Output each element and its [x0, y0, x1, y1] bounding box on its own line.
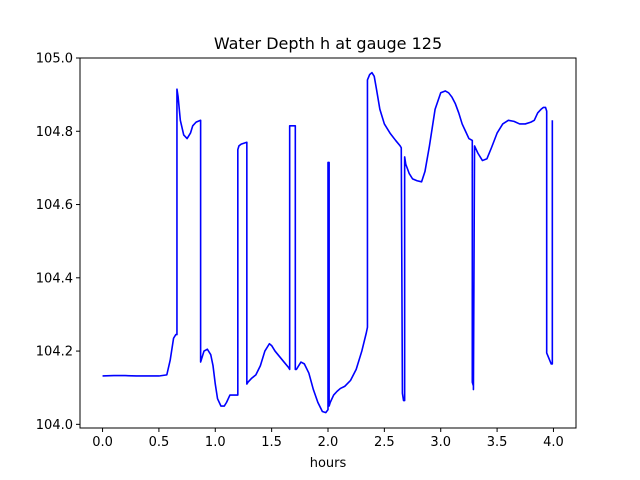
plot-area	[102, 71, 554, 414]
series-line-0	[102, 71, 554, 414]
x-axis-label: hours	[310, 456, 347, 471]
x-tick-label: 3.5	[487, 435, 508, 450]
x-tick-label: 0.5	[149, 435, 170, 450]
chart-title: Water Depth h at gauge 125	[214, 34, 442, 53]
x-tick-label: 4.0	[543, 435, 564, 450]
y-tick-label: 104.6	[36, 198, 73, 213]
y-axis: 104.0 104.2 104.4 104.6 104.8 105.0	[36, 52, 80, 433]
x-tick-label: 2.0	[318, 435, 339, 450]
x-tick-label: 3.0	[430, 435, 451, 450]
y-tick-label: 104.8	[36, 125, 73, 140]
x-tick-label: 1.5	[261, 435, 282, 450]
y-tick-label: 104.0	[36, 418, 73, 433]
x-tick-label: 0.0	[92, 435, 113, 450]
x-axis: 0.0 0.5 1.0 1.5 2.0 2.5 3.0 3.5 4.0	[92, 428, 564, 450]
y-tick-label: 104.4	[36, 271, 73, 286]
x-tick-label: 1.0	[205, 435, 226, 450]
y-tick-label: 105.0	[36, 52, 73, 67]
y-tick-label: 104.2	[36, 345, 73, 360]
x-tick-label: 2.5	[374, 435, 395, 450]
